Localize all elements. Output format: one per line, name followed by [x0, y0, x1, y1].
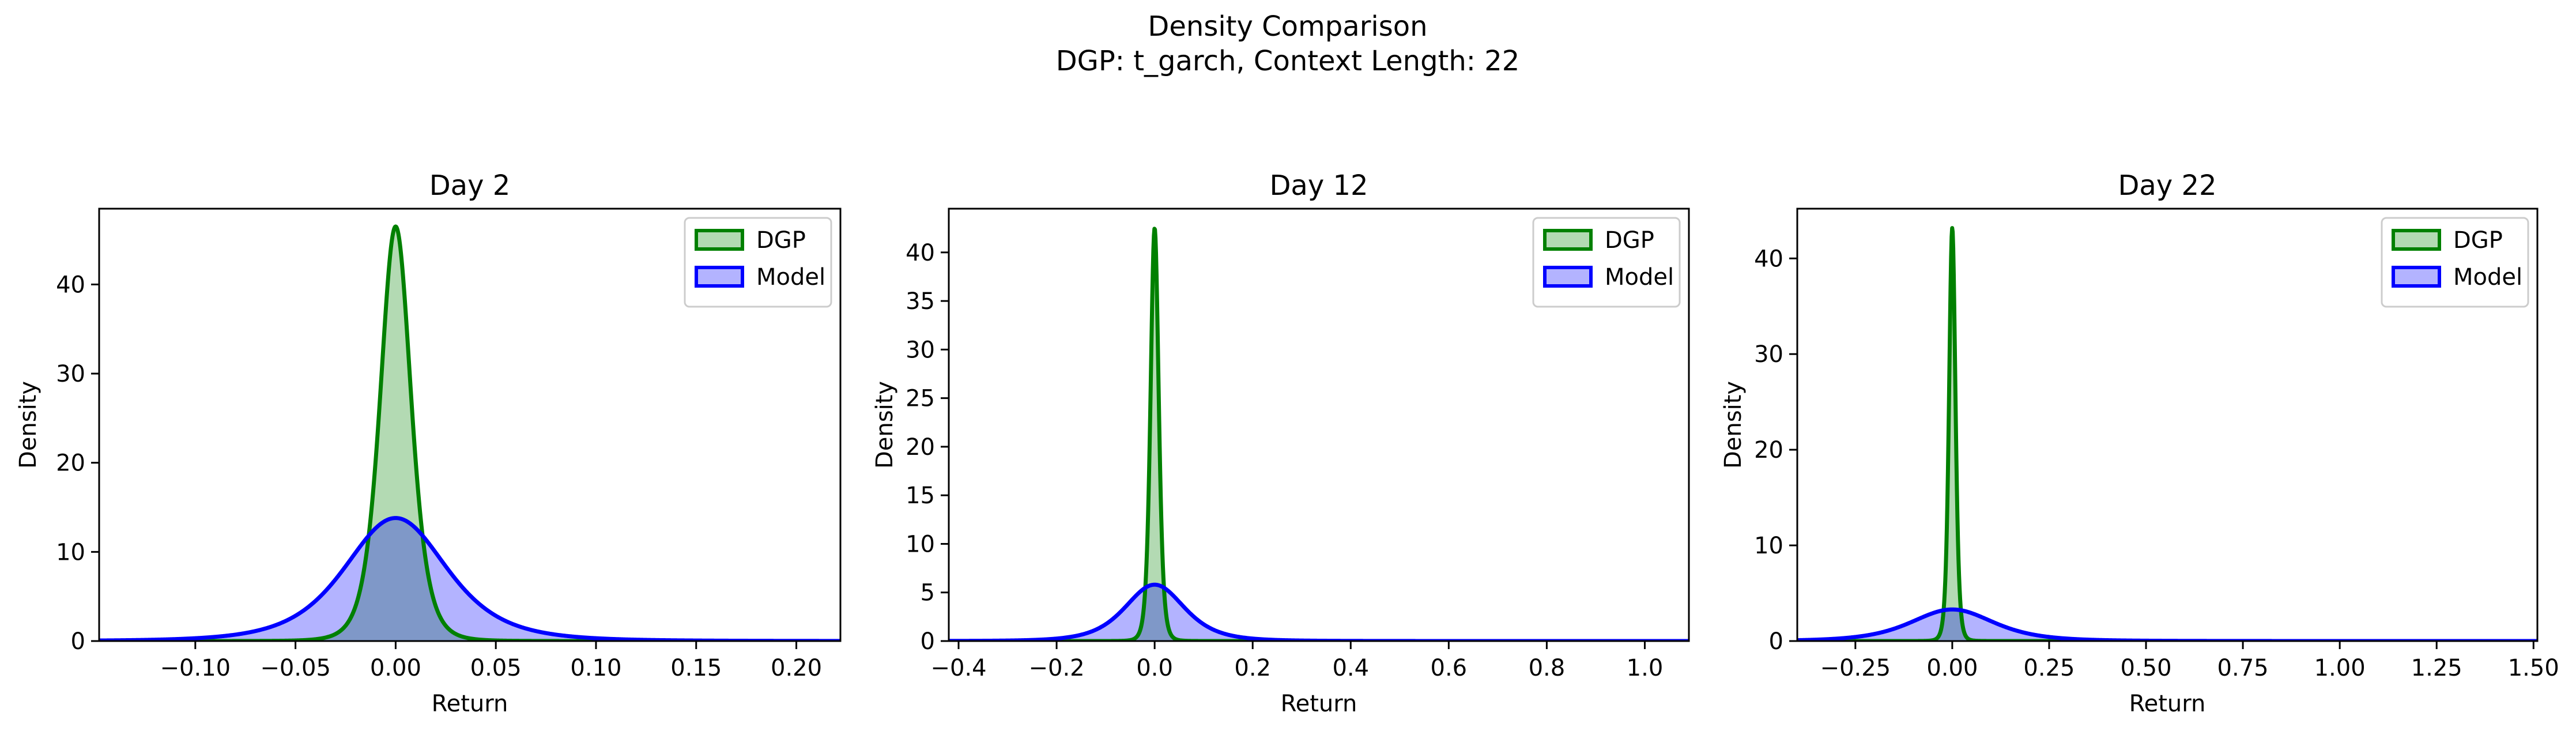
subplot-3: −0.25 0.00 0.25 0.50 0.75 1.00 1.25 1.50 0 10 20 30… — [1720, 169, 2559, 717]
subplot-title: Day 12 — [1269, 169, 1368, 202]
model-density-fill — [949, 585, 1689, 641]
y-tick-label: 20 — [1754, 437, 1783, 463]
legend-label: Model — [2453, 264, 2522, 291]
x-tick-label: 1.25 — [2411, 655, 2462, 681]
x-tick-label: 0.50 — [2120, 655, 2171, 681]
model-density-line — [949, 582, 1689, 641]
y-tick-label: 0 — [71, 628, 85, 655]
x-tick-label: 0.15 — [670, 655, 722, 681]
subplot-1: −0.10 −0.05 0.00 0.05 0.10 0.15 0.20 0 10 20 30 40 D… — [15, 169, 842, 717]
x-tick-label: 0.10 — [570, 655, 621, 681]
y-tick-label: 40 — [1754, 246, 1783, 272]
model-density-fill — [99, 518, 840, 641]
y-tick-label: 20 — [56, 450, 85, 477]
x-axis-label: Return — [432, 691, 508, 717]
legend: DGP Model — [684, 217, 832, 308]
legend-swatch-dgp — [695, 229, 744, 251]
y-tick-label: 5 — [921, 580, 935, 606]
legend-swatch-dgp — [2392, 229, 2441, 251]
legend-swatch-model — [2392, 266, 2441, 288]
y-tick-label: 35 — [906, 288, 935, 315]
x-tick-label: 0.00 — [1926, 655, 1978, 681]
y-tick-label: 10 — [56, 539, 85, 566]
y-tick-label: 0 — [921, 628, 935, 655]
y-tick-label: 30 — [1754, 341, 1783, 368]
subplot-title: Day 22 — [2118, 169, 2216, 202]
y-axis-label: Density — [872, 381, 898, 469]
legend-label: DGP — [2453, 227, 2503, 254]
overlap-density-fill — [949, 585, 1689, 641]
figure-subtitle: DGP: t_garch, Context Length: 22 — [1056, 45, 1520, 77]
legend-swatch-model — [1543, 266, 1593, 288]
x-tick-label: 0.25 — [2023, 655, 2075, 681]
y-tick-label: 0 — [1769, 628, 1783, 655]
x-tick-label: 0.05 — [470, 655, 522, 681]
axes-frame — [1796, 208, 2539, 642]
subplot-title: Day 2 — [429, 169, 511, 202]
overlap-density-fill — [1797, 609, 2537, 641]
x-tick-label: 0.2 — [1234, 655, 1271, 681]
x-tick-label: 0.4 — [1332, 655, 1369, 681]
x-tick-label: 0.75 — [2217, 655, 2269, 681]
legend-swatch-dgp — [1543, 229, 1593, 251]
y-tick-label: 10 — [906, 531, 935, 557]
x-tick-label: −0.10 — [160, 655, 231, 681]
legend: DGP Model — [2381, 217, 2529, 308]
legend: DGP Model — [1532, 217, 1681, 308]
x-tick-label: −0.4 — [930, 655, 986, 681]
x-tick-label: 1.00 — [2314, 655, 2366, 681]
x-tick-label: 0.0 — [1136, 655, 1173, 681]
x-tick-label: −0.25 — [1820, 655, 1891, 681]
y-tick-label: 30 — [906, 337, 935, 363]
legend-label: Model — [756, 264, 825, 291]
x-tick-label: 1.0 — [1627, 655, 1664, 681]
legend-swatch-model — [695, 266, 744, 288]
y-tick-label: 20 — [906, 434, 935, 461]
y-axis-label: Density — [15, 381, 42, 469]
y-axis-label: Density — [1720, 381, 1747, 469]
subplot-grid: −0.10 −0.05 0.00 0.05 0.10 0.15 0.20010203040D… — [15, 169, 2559, 717]
x-tick-label: 0.6 — [1431, 655, 1468, 681]
legend-label: DGP — [756, 227, 806, 254]
legend-label: Model — [1605, 264, 1674, 291]
y-tick-label: 40 — [906, 240, 935, 266]
x-tick-label: 0.20 — [771, 655, 822, 681]
y-tick-label: 40 — [56, 272, 85, 298]
y-tick-label: 10 — [1754, 533, 1783, 559]
x-tick-label: −0.2 — [1029, 655, 1085, 681]
x-tick-label: 0.00 — [370, 655, 421, 681]
x-tick-label: −0.05 — [260, 655, 331, 681]
x-axis-label: Return — [1281, 691, 1357, 717]
axes-frame — [98, 208, 842, 642]
axes-frame — [948, 208, 1690, 642]
figure-title: Density Comparison — [1148, 10, 1427, 43]
subplot-2: −0.4 −0.2 0.0 0.2 0.4 0.6 0.8 1.0 0 5 10 15 20 25 30 35… — [872, 169, 1690, 717]
x-axis-label: Return — [2129, 691, 2206, 717]
y-tick-label: 15 — [906, 483, 935, 509]
x-tick-label: 1.50 — [2508, 655, 2559, 681]
y-tick-label: 30 — [56, 361, 85, 387]
legend-label: DGP — [1605, 227, 1654, 254]
x-tick-label: 0.8 — [1529, 655, 1566, 681]
y-tick-label: 25 — [906, 386, 935, 412]
